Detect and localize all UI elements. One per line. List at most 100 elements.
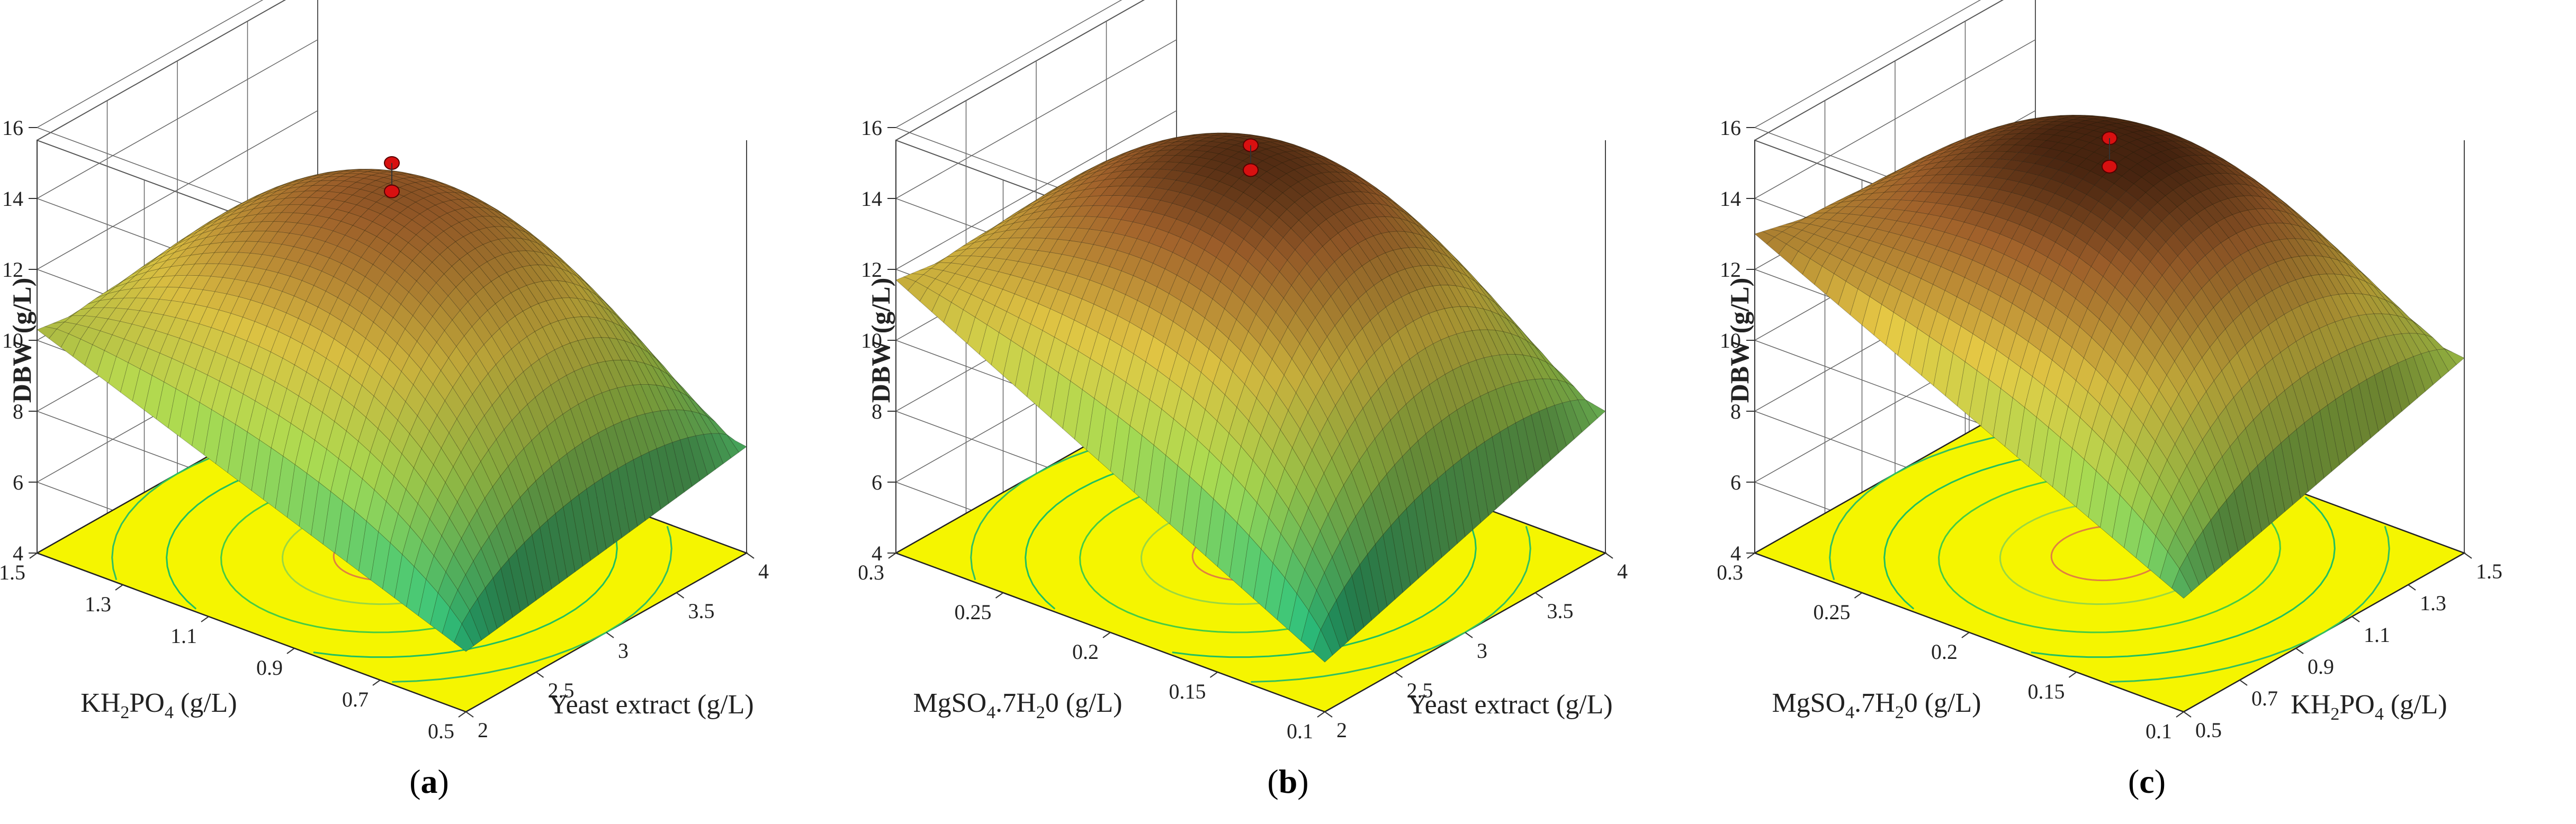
surface-facet: [469, 510, 489, 549]
surface-facet: [1416, 224, 1437, 243]
surface-facet: [2444, 348, 2465, 365]
surface-facet: [2209, 272, 2230, 300]
surface-facet: [328, 173, 348, 177]
surface-facet: [418, 578, 438, 626]
z-tick-label: 16: [861, 116, 882, 140]
surface-facet: [1093, 284, 1114, 310]
surface-facet: [633, 455, 653, 521]
z-axis-label: DBW (g/L): [7, 278, 37, 403]
surface-facet: [1354, 408, 1375, 450]
x-tick: [676, 592, 685, 599]
surface-facet: [1205, 498, 1226, 567]
surface-facet: [2046, 158, 2067, 170]
surface-facet: [1398, 404, 1419, 449]
surface-facet: [1069, 228, 1090, 243]
surface-facet: [2176, 147, 2197, 156]
surface-facet: [2183, 503, 2203, 543]
z-axis: 4 6 8 10 12 14 16: [2, 116, 38, 565]
x-tick: [1605, 553, 1613, 559]
surface-facet: [596, 295, 617, 316]
surface-facet: [253, 200, 274, 210]
panel-a: 4 6 8 10 12 14 16 DBW (g/L) 2 2.5 3 3.5 4 Yeast extra…: [0, 0, 858, 824]
surface-facet: [2330, 294, 2351, 320]
surface-facet: [442, 200, 464, 211]
surface-facet: [923, 268, 944, 279]
y-tick: [2068, 672, 2077, 678]
surface-facet: [1182, 135, 1203, 139]
design-point: [2102, 159, 2117, 174]
x-tick: [746, 553, 755, 559]
surface-facet: [1116, 195, 1137, 208]
surface-facet: [1994, 123, 2014, 129]
surface-facet: [2245, 337, 2265, 373]
surface-facet: [1183, 164, 1204, 175]
surface-facet: [2143, 406, 2164, 442]
x-tick-label: 0.7: [2251, 686, 2278, 710]
z-tick-label: 4: [1730, 541, 1741, 565]
surface-facet: [344, 195, 365, 205]
surface-facet: [1342, 306, 1363, 338]
surface-facet: [187, 369, 208, 403]
z-tick-label: 6: [872, 470, 882, 494]
surface-facet: [707, 416, 728, 435]
surface-facet: [2130, 200, 2150, 219]
x-axis: 2 2.5 3 3.5 4: [465, 553, 769, 742]
x-tick: [1465, 632, 1473, 638]
surface-facet: [2033, 116, 2053, 120]
surface-facet: [249, 241, 271, 255]
surface-facet: [1014, 277, 1035, 299]
surface-facet: [2150, 313, 2171, 344]
surface-facet: [597, 361, 618, 391]
surface-facet: [1420, 234, 1441, 253]
surface-facet: [457, 574, 478, 611]
surface-facet: [2393, 304, 2413, 322]
surface-facet: [1146, 445, 1166, 514]
surface-facet: [2247, 174, 2267, 189]
x-tick-label: 1.3: [2420, 591, 2446, 615]
surface-facet: [2094, 176, 2115, 193]
surface-facet: [1398, 508, 1419, 586]
x-tick: [2295, 648, 2304, 654]
surface-facet: [636, 336, 656, 359]
surface-facet: [1406, 500, 1426, 579]
surface-facet: [624, 322, 644, 345]
surface-facet: [1341, 206, 1362, 224]
surface-facet: [1377, 216, 1397, 232]
surface-facet: [1920, 214, 1941, 229]
surface-facet: [2116, 134, 2138, 143]
surface-facet: [524, 535, 544, 601]
surface-facet: [1893, 291, 1914, 321]
surface-facet: [2165, 233, 2186, 257]
y-tick: [372, 680, 381, 686]
surface-facet: [1979, 158, 2000, 168]
surface-facet: [1491, 311, 1512, 334]
surface-facet: [2263, 189, 2283, 204]
surface-facet: [2381, 313, 2402, 336]
surface-facet: [994, 247, 1015, 260]
surface-facet: [534, 281, 555, 302]
z-tick-label: 14: [1720, 187, 1741, 211]
surface-facet: [1952, 206, 1972, 223]
surface-facet: [1375, 534, 1395, 607]
caption-letter-c: c: [2139, 763, 2155, 800]
z-tick-label: 6: [1730, 470, 1741, 494]
surface-facet: [1383, 525, 1403, 600]
y-tick: [286, 648, 295, 654]
surface-facet: [2076, 459, 2097, 518]
surface-facet: [1103, 170, 1125, 180]
surface-facet: [1953, 325, 1973, 363]
surface-facet: [1405, 267, 1425, 291]
surface-facet: [138, 268, 160, 280]
surface-facet: [1408, 247, 1429, 266]
surface-facet: [1017, 202, 1037, 214]
surface-facet: [207, 351, 228, 382]
contour-line: [2031, 496, 2336, 658]
x-tick: [606, 632, 614, 638]
surface-facet: [1992, 296, 2013, 326]
surface-facet: [2164, 159, 2185, 172]
y-tick: [458, 711, 466, 718]
surface-facet: [37, 326, 57, 339]
z-tick-label: 16: [2, 116, 23, 140]
surface-facet: [2265, 450, 2285, 519]
